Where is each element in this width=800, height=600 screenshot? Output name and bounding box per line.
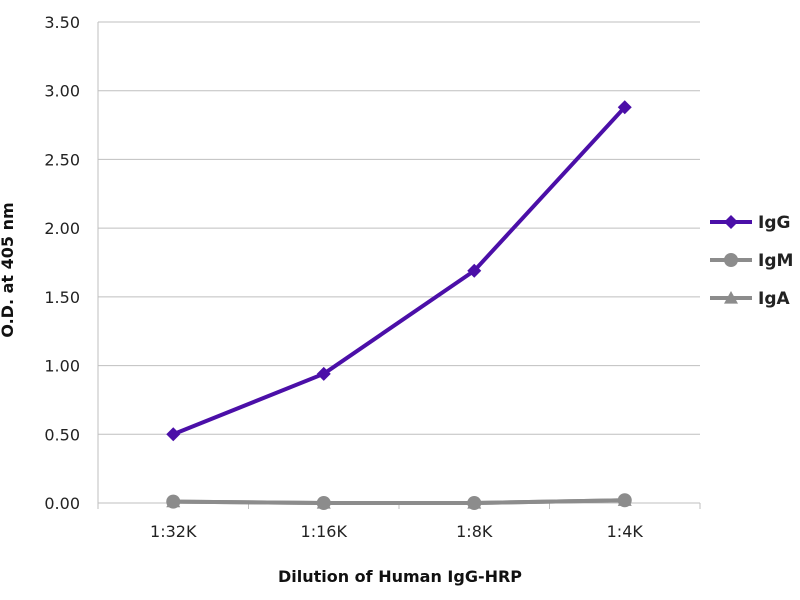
legend-label: IgM bbox=[758, 251, 793, 271]
series-line bbox=[171, 498, 627, 505]
legend-marker bbox=[724, 291, 738, 304]
data-point bbox=[467, 263, 482, 278]
y-tick-label: 2.00 bbox=[44, 219, 80, 238]
x-tick-label: 1:32K bbox=[150, 522, 197, 541]
legend-item: IgG bbox=[710, 213, 790, 233]
x-tick-label: 1:8K bbox=[456, 522, 493, 541]
y-tick-label: 0.00 bbox=[44, 494, 80, 513]
gridlines bbox=[98, 21, 700, 435]
y-tick-label: 2.50 bbox=[44, 150, 80, 169]
data-point bbox=[617, 100, 632, 115]
x-tick-label: 1:4K bbox=[607, 522, 644, 541]
data-point bbox=[166, 427, 181, 442]
legend-item: IgA bbox=[710, 289, 790, 309]
y-tick-label: 3.00 bbox=[44, 82, 80, 101]
y-tick-label: 1.00 bbox=[44, 357, 80, 376]
data-point bbox=[166, 494, 181, 509]
legend-label: IgA bbox=[758, 289, 790, 309]
series-igg bbox=[166, 100, 632, 442]
series-lines bbox=[166, 100, 632, 510]
data-point bbox=[316, 366, 331, 381]
legend-item: IgM bbox=[710, 251, 793, 271]
legend: IgG IgM IgA bbox=[710, 213, 793, 309]
series-line bbox=[171, 105, 627, 437]
y-tick-label: 3.50 bbox=[44, 13, 80, 32]
axes bbox=[97, 22, 701, 509]
x-tick-label: 1:16K bbox=[301, 522, 348, 541]
y-tick-label: 0.50 bbox=[44, 425, 80, 444]
series-igm bbox=[166, 493, 632, 510]
legend-label: IgG bbox=[758, 213, 790, 233]
y-tick-labels: 0.00 0.50 1.00 1.50 2.00 2.50 3.00 3.50 bbox=[44, 13, 80, 513]
legend-marker bbox=[724, 253, 738, 267]
data-point bbox=[467, 496, 482, 510]
x-tick-labels: 1:32K 1:16K 1:8K 1:4K bbox=[150, 522, 643, 541]
y-tick-label: 1.50 bbox=[44, 288, 80, 307]
data-point bbox=[617, 493, 632, 508]
data-point bbox=[316, 496, 331, 510]
y-axis-title: O.D. at 405 nm bbox=[0, 202, 17, 337]
x-axis-title: Dilution of Human IgG-HRP bbox=[278, 567, 522, 586]
legend-marker bbox=[724, 215, 738, 229]
